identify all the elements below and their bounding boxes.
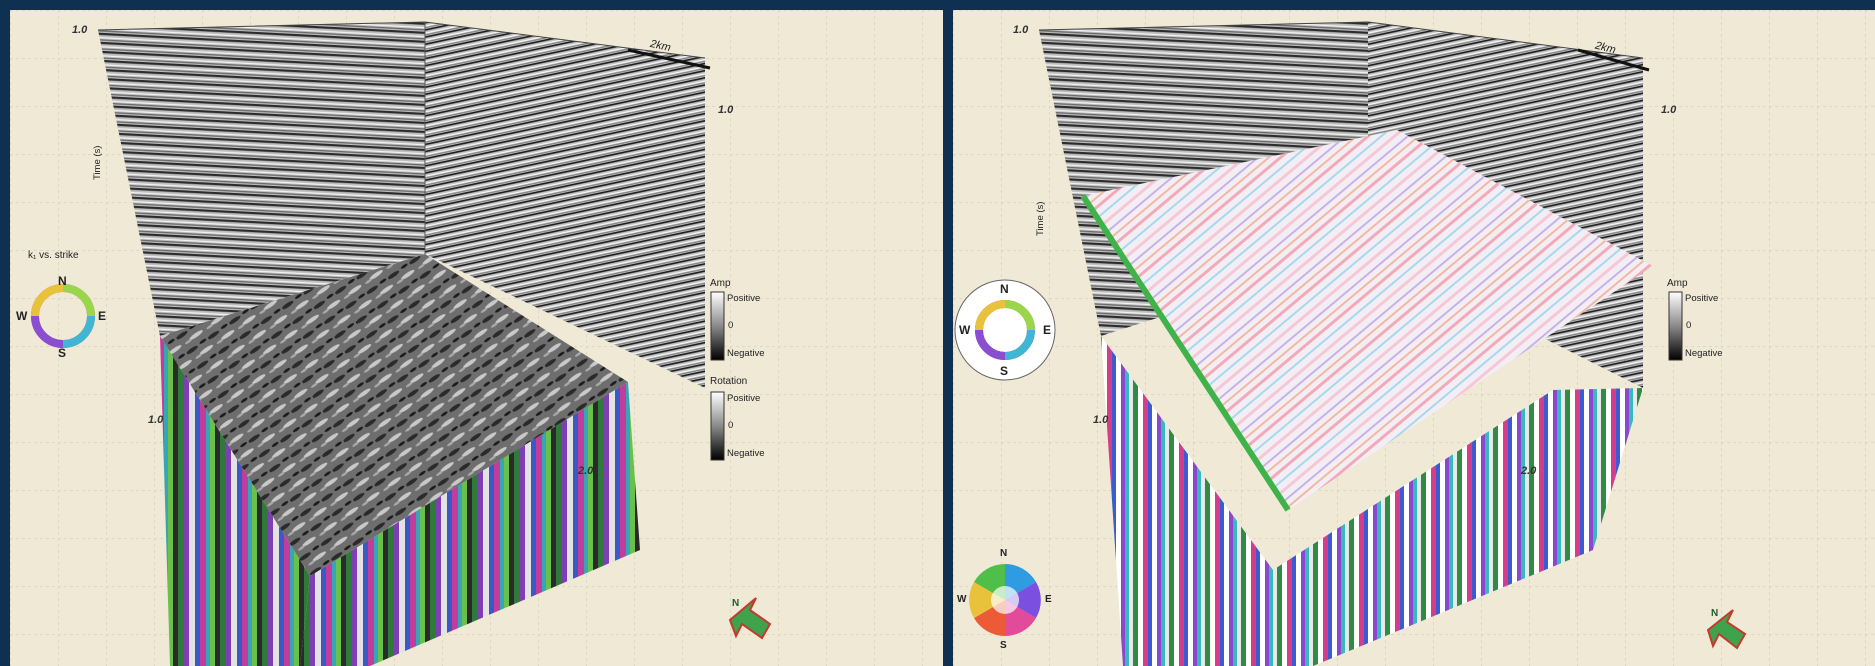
compass-w-right: W — [959, 323, 971, 337]
color-wheel-icon — [969, 564, 1041, 636]
tick-right-top: 1.0 — [718, 104, 734, 116]
tick-top-left-right: 1.0 — [1013, 24, 1029, 36]
right-seismic-cube — [953, 10, 1875, 666]
north-arrow-icon — [728, 597, 772, 640]
compass-n: N — [58, 274, 67, 288]
tick-mid-left-right: 1.0 — [1093, 414, 1109, 426]
tick-mid-left: 1.0 — [148, 414, 164, 426]
amp-zero-right: 0 — [1686, 320, 1692, 331]
wheel-w: W — [957, 594, 967, 605]
left-seismic-cube — [10, 10, 943, 666]
amp-colorbar-right — [1668, 291, 1683, 361]
compass-s: S — [58, 346, 67, 360]
compass-s-right: S — [1000, 364, 1009, 378]
rotation-colorbar — [710, 391, 725, 461]
amp-negative: Negative — [727, 348, 765, 359]
compass-w: W — [16, 309, 28, 323]
axis-time-label: Time (s) — [92, 145, 103, 180]
rotation-positive: Positive — [727, 393, 761, 404]
amp-zero: 0 — [728, 320, 734, 331]
scale-bar-line-right — [1577, 48, 1650, 72]
scale-bar-line — [627, 48, 711, 70]
amp-legend-title: Amp — [710, 278, 731, 289]
rotation-legend-title: Rotation — [710, 376, 748, 387]
strike-compass-icon — [954, 279, 1056, 381]
compass-e: E — [98, 309, 107, 323]
strike-compass-icon — [31, 284, 95, 348]
amp-colorbar — [710, 291, 725, 361]
amp-legend-title-right: Amp — [1667, 278, 1688, 289]
rotation-zero: 0 — [728, 420, 734, 431]
wheel-n: N — [1000, 548, 1008, 559]
right-panel: 1.0 1.0 1.0 2.0 Time (s) 2km N S E W N S… — [953, 10, 1875, 666]
tick-bottom-right: 2.0 — [578, 465, 594, 477]
amp-positive: Positive — [727, 293, 761, 304]
compass-n-right: N — [1000, 282, 1009, 296]
north-arrow-icon — [1706, 609, 1747, 650]
amp-negative-right: Negative — [1685, 348, 1723, 359]
wheel-s: S — [1000, 640, 1007, 651]
wheel-e: E — [1045, 594, 1052, 605]
axis-time-label-right: Time (s) — [1035, 201, 1046, 236]
north-arrow-label-right: N — [1711, 608, 1719, 619]
tick-bottom-right-right: 2.0 — [1521, 465, 1537, 477]
amp-positive-right: Positive — [1685, 293, 1719, 304]
compass-title: k₁ vs. strike — [28, 250, 79, 261]
tick-top-left: 1.0 — [72, 24, 88, 36]
tick-right-top-right: 1.0 — [1661, 104, 1677, 116]
left-panel: 1.0 1.0 1.0 2.0 Time (s) 2km k₁ vs. stri… — [10, 10, 943, 666]
rotation-negative: Negative — [727, 448, 765, 459]
compass-e-right: E — [1043, 323, 1052, 337]
north-arrow-label: N — [732, 598, 740, 609]
